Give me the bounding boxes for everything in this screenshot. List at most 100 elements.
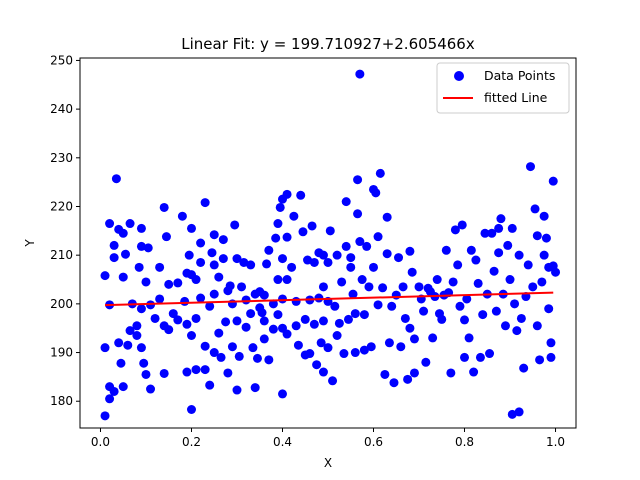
data-point [353,209,363,219]
data-point [125,219,135,229]
data-point [227,342,237,352]
data-point [364,282,374,292]
data-point [505,275,515,285]
data-point [464,333,474,343]
x-axis: 0.0 0.2 0.4 0.6 0.8 1.0 [91,428,565,449]
data-point [214,272,224,282]
data-point [114,338,124,348]
data-point [373,232,383,242]
x-tick-label: 0.8 [455,435,474,449]
data-point [259,316,269,326]
data-point [409,368,419,378]
x-tick-label: 1.0 [546,435,565,449]
data-point [500,321,510,331]
y-tick-label: 200 [50,297,73,311]
data-point [378,283,388,293]
data-point [346,262,356,272]
data-point [487,228,497,238]
data-point [136,241,146,251]
data-point [278,389,287,399]
data-point [469,367,479,377]
data-point [332,331,342,340]
data-point [348,289,358,299]
data-point [248,343,258,353]
data-point [414,282,424,292]
data-point [455,301,465,311]
data-point [409,334,419,344]
data-point [159,368,169,378]
data-point [141,277,151,287]
data-point [273,219,283,229]
data-point [214,328,224,338]
data-point [325,226,335,236]
plot-frame [79,57,577,429]
data-point [209,348,219,358]
data-point [318,367,328,377]
data-point [551,267,561,277]
data-point [200,198,210,208]
data-point [257,308,267,318]
data-point [246,260,256,270]
data-point [478,310,488,320]
data-point [489,266,499,276]
data-point [516,313,526,323]
data-point [136,304,146,314]
data-point [118,382,128,392]
data-point [507,409,517,419]
data-point [453,260,463,270]
data-point [532,231,542,241]
data-point [382,212,392,222]
data-point [259,290,269,300]
data-point [318,250,328,260]
data-point [273,310,283,320]
data-point [196,257,206,267]
data-point [282,329,292,339]
data-point [510,299,520,309]
data-point [375,168,385,178]
data-point [291,321,301,331]
data-point [328,376,338,386]
data-point [316,338,326,348]
data-point [173,278,183,288]
data-point [296,190,306,200]
data-point [300,314,310,324]
data-point [471,255,481,265]
data-point [546,338,556,348]
data-point [100,271,110,281]
data-point [118,228,128,238]
data-point [485,349,495,359]
data-point [207,248,217,258]
data-point [450,225,460,235]
data-point [218,235,228,245]
data-point [159,202,169,212]
data-point [116,358,126,368]
data-point [209,289,219,299]
data-point [398,282,408,292]
data-point [123,340,133,350]
data-point [225,281,235,291]
data-point [523,260,533,270]
data-point [164,279,174,289]
data-point [109,253,119,263]
data-point [541,233,551,243]
data-point [330,301,340,311]
y-tick-label: 240 [50,102,73,116]
data-point [519,363,529,373]
data-point [132,331,142,340]
data-point [241,322,251,332]
data-point [146,384,156,394]
data-point [475,352,485,362]
data-point [473,278,483,288]
data-point [396,342,406,352]
data-point [218,254,228,264]
data-point [278,254,287,264]
data-point [480,228,490,238]
data-point [109,386,119,396]
data-point [359,310,369,320]
data-point [184,250,194,260]
data-point [350,309,360,319]
data-point [387,301,397,311]
data-point [307,221,317,231]
data-point [259,334,269,344]
